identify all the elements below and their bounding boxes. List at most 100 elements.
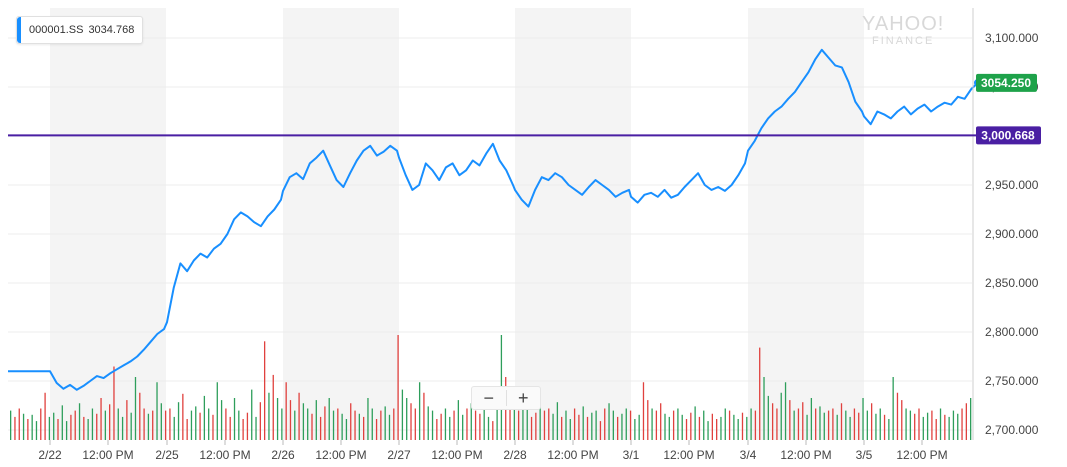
- x-tick-label: 12:00 PM: [315, 448, 366, 462]
- volume-bar: [147, 413, 150, 440]
- volume-bar: [935, 419, 937, 440]
- volume-bar: [328, 398, 330, 440]
- x-tick-label: 12:00 PM: [82, 448, 133, 462]
- volume-bar: [810, 398, 813, 440]
- volume-bar: [440, 413, 442, 440]
- y-tick-label: 2,800.000: [985, 325, 1039, 339]
- volume-bar: [780, 392, 782, 440]
- volume-bar: [806, 414, 808, 440]
- volume-bar: [104, 410, 107, 440]
- volume-bar: [909, 410, 912, 440]
- x-tick-label: 12:00 PM: [780, 448, 831, 462]
- volume-bar: [845, 410, 847, 440]
- volume-bar: [319, 416, 322, 440]
- volume-bar: [858, 412, 860, 440]
- volume-bar: [35, 421, 38, 440]
- volume-bar: [746, 416, 748, 440]
- volume-bar: [556, 402, 559, 440]
- session-band: [515, 8, 631, 440]
- volume-bar: [535, 412, 537, 440]
- volume-bar: [750, 408, 752, 440]
- zoom-out-button[interactable]: −: [483, 387, 494, 408]
- volume-bar: [608, 403, 610, 440]
- volume-bar: [294, 410, 296, 440]
- x-tick-label: 2/28: [503, 448, 527, 462]
- volume-bar: [117, 408, 119, 440]
- volume-bar: [186, 419, 188, 440]
- volume-bar: [582, 406, 584, 440]
- volume-bar: [384, 406, 386, 440]
- volume-bar: [406, 398, 408, 440]
- volume-bar: [22, 413, 25, 440]
- volume-bar: [539, 404, 541, 440]
- volume-bar: [849, 416, 851, 440]
- volume-bar: [728, 410, 731, 440]
- session-band: [748, 8, 864, 440]
- volume-bar: [483, 398, 485, 440]
- volume-bar: [113, 366, 115, 440]
- volume-bar: [134, 377, 137, 440]
- volume-bar: [720, 416, 722, 440]
- volume-bar: [410, 403, 412, 440]
- volume-bar: [526, 408, 528, 440]
- x-tick-label: 12:00 PM: [547, 448, 598, 462]
- volume-bar: [875, 413, 877, 440]
- volume-bar: [182, 393, 184, 440]
- volume-bar: [401, 389, 404, 440]
- volume-bar: [431, 410, 434, 440]
- volume-bar: [789, 400, 791, 440]
- volume-bar: [177, 402, 180, 440]
- volume-bar: [10, 410, 12, 440]
- volume-bar: [109, 404, 111, 440]
- volume-bar: [143, 408, 145, 440]
- y-tick-label: 2,850.000: [985, 276, 1039, 290]
- volume-bar: [595, 410, 597, 440]
- volume-bar: [27, 419, 29, 440]
- volume-bar: [414, 408, 416, 440]
- volume-bar: [315, 400, 317, 440]
- volume-bar: [677, 408, 679, 440]
- volume-bar: [642, 382, 645, 440]
- volume-bar: [707, 421, 709, 440]
- zoom-control: − +: [471, 386, 541, 410]
- volume-bar: [302, 403, 305, 440]
- volume-bar: [836, 414, 838, 440]
- volume-bar: [716, 419, 718, 440]
- volume-bar: [78, 403, 81, 440]
- volume-bar: [548, 408, 550, 440]
- volume-bar: [939, 408, 942, 440]
- volume-bar: [668, 416, 670, 440]
- volume-bar: [957, 413, 959, 440]
- volume-bar: [251, 389, 253, 440]
- volume-bar: [530, 416, 533, 440]
- volume-bar: [961, 408, 963, 440]
- volume-bar: [926, 412, 929, 440]
- volume-bar: [664, 413, 666, 440]
- volume-bar: [552, 413, 554, 440]
- y-tick-label: 2,900.000: [985, 227, 1039, 241]
- volume-bar: [427, 406, 429, 440]
- volume-bar: [931, 410, 933, 440]
- volume-bar: [625, 408, 627, 440]
- volume-bar: [100, 398, 102, 440]
- volume-bar: [599, 421, 602, 440]
- x-axis: 2/22 12:00 PM 2/25 12:00 PM 2/26 12:00 PM 2/27…: [38, 440, 948, 462]
- volume-bar: [612, 410, 614, 440]
- volume-bar: [363, 416, 365, 440]
- volume-bar: [896, 392, 899, 440]
- volume-bar: [561, 416, 563, 440]
- series-legend[interactable]: 000001.SS 3034.768: [16, 16, 144, 44]
- x-tick-label: 2/25: [155, 448, 179, 462]
- volume-bar: [87, 419, 89, 440]
- volume-bar: [573, 408, 576, 440]
- volume-bar: [905, 408, 907, 440]
- x-tick-label: 3/1: [623, 448, 640, 462]
- volume-bar: [737, 419, 739, 440]
- volume-bar: [311, 413, 313, 440]
- volume-bar: [617, 416, 619, 440]
- volume-bar: [255, 416, 257, 440]
- volume-bar: [199, 412, 201, 440]
- zoom-in-button[interactable]: +: [517, 387, 529, 408]
- volume-bar: [397, 335, 399, 440]
- volume-bar: [246, 412, 249, 440]
